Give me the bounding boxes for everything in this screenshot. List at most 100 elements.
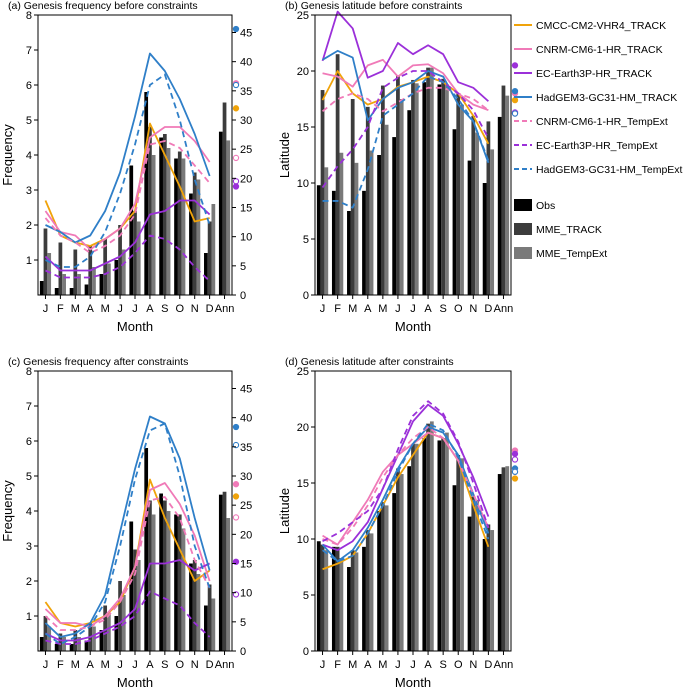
x-tick-label: S xyxy=(439,303,446,315)
bar-mme-track xyxy=(192,172,197,295)
annual-marker xyxy=(232,493,240,500)
series-line-cnrm-cm6-1-hr_track xyxy=(44,482,211,628)
x-tick-label: D xyxy=(484,303,492,315)
bar-mme-tempext xyxy=(121,249,126,295)
annual-marker xyxy=(511,96,519,104)
legend-item-mme_tempext: MME_TempExt xyxy=(514,247,607,260)
series-line-cnrm-cm6-1-hr_tempext xyxy=(322,426,490,546)
bar-mme-tempext xyxy=(490,149,495,295)
series-line-hadgem3-gc31-hm_tempext xyxy=(45,73,211,268)
bar-obs xyxy=(497,474,502,651)
legend-item-hadgem3-gc31-hm_tempext: HadGEM3-GC31-HM_TempExt xyxy=(514,164,683,176)
x-tick-label: M xyxy=(71,659,80,671)
bar-mme-track xyxy=(411,443,415,651)
x-tick-label: N xyxy=(191,659,199,671)
panels: (a) Genesis frequency before constraints… xyxy=(0,0,519,690)
y-tick-label: 25 xyxy=(297,10,309,22)
bar-mme-track xyxy=(471,496,476,651)
bar-mme-track xyxy=(192,560,197,651)
bar-mme-tempext xyxy=(369,533,374,651)
panel-a: (a) Genesis frequency before constraints… xyxy=(0,0,252,334)
legend-item-ec-earth3p-hr_tempext: EC-Earth3P-HR_TempExt xyxy=(514,140,657,152)
y-tick-label: 2 xyxy=(26,576,32,588)
bar-obs xyxy=(422,82,427,295)
y-tick-label: 5 xyxy=(26,471,32,483)
legend-label: Obs xyxy=(536,200,555,212)
y-axis-label: Latitude xyxy=(277,132,292,178)
x-tick-label: A xyxy=(424,659,432,671)
bar-mme-track xyxy=(350,99,355,295)
bar-mme-tempext xyxy=(136,221,141,295)
bar-obs xyxy=(437,440,442,651)
bar-mme-tempext xyxy=(505,95,510,295)
x-tick-label: J xyxy=(410,659,416,671)
bar-obs xyxy=(114,260,119,295)
bar-mme-track xyxy=(162,500,167,651)
bar-obs xyxy=(316,185,321,295)
bar-mme-track xyxy=(118,225,122,295)
bar-obs xyxy=(174,514,178,651)
bar-mme-tempext xyxy=(445,432,449,651)
bar-mme-tempext xyxy=(196,574,201,651)
bar-mme-track xyxy=(148,500,152,651)
x-axis-label: Month xyxy=(395,319,431,334)
bar-mme-track xyxy=(335,54,340,296)
x-tick-label: Ann xyxy=(215,659,235,671)
y2-tick-label: 15 xyxy=(240,559,252,571)
legend: CMCC-CM2-VHR4_TRACK CNRM-CM6-1-HR_TRACK EC… xyxy=(514,20,683,260)
bar-mme-tempext xyxy=(429,421,434,651)
bar-mme-track xyxy=(441,438,446,651)
y-tick-label: 10 xyxy=(297,534,309,546)
bar-obs xyxy=(144,448,149,651)
bar-mme-tempext xyxy=(339,152,344,295)
x-tick-label: J xyxy=(117,659,123,671)
y-tick-label: 5 xyxy=(26,115,32,127)
y2-tick-label: 20 xyxy=(240,529,252,541)
bar-mme-tempext xyxy=(475,132,479,295)
legend-label: EC-Earth3P-HR_TRACK xyxy=(536,68,652,80)
panel-c: (c) Genesis frequency after constraints 1… xyxy=(0,356,252,690)
y-axis-label: Latitude xyxy=(277,488,292,534)
bar-mme-track xyxy=(335,546,340,651)
y2-tick-label: 40 xyxy=(240,57,252,69)
bar-mme-track xyxy=(177,151,182,295)
bar-obs xyxy=(362,190,366,295)
bar-mme-track xyxy=(118,581,122,651)
bar-mme-track xyxy=(133,549,137,651)
bar-obs xyxy=(331,546,336,651)
y2-tick-label: 40 xyxy=(240,413,252,425)
annual-marker xyxy=(511,88,519,95)
y2-tick-label: 10 xyxy=(240,232,252,244)
x-tick-label: N xyxy=(191,303,199,315)
y2-tick-label: 45 xyxy=(240,384,252,396)
bar-mme-tempext xyxy=(107,263,111,295)
y-tick-label: 20 xyxy=(297,422,309,434)
series-line-cnrm-cm6-1-hr_track xyxy=(44,126,211,251)
series-line-cnrm-cm6-1-hr_track xyxy=(322,58,489,112)
x-axis-label: Month xyxy=(395,675,431,690)
bar-mme-tempext xyxy=(47,253,52,295)
y-tick-label: 8 xyxy=(26,10,32,22)
y-tick-label: 7 xyxy=(26,45,32,57)
bar-mme-tempext xyxy=(490,530,495,651)
y2-tick-label: 25 xyxy=(240,500,252,512)
bar-mme-track xyxy=(365,530,370,651)
panel-title: (b) Genesis latitude before constraints xyxy=(285,0,462,12)
bar-mme-track xyxy=(133,211,137,295)
x-tick-label: F xyxy=(57,303,64,315)
x-tick-label: M xyxy=(101,303,110,315)
bar-mme-track xyxy=(148,127,152,295)
legend-label: CNRM-CM6-1-HR_TRACK xyxy=(536,44,663,56)
bar-mme-track xyxy=(103,239,108,295)
bar-obs xyxy=(467,516,472,651)
annual-marker xyxy=(232,105,240,112)
x-tick-label: J xyxy=(410,303,416,315)
bar-mme-tempext xyxy=(399,474,404,651)
bar-mme-tempext xyxy=(92,626,96,651)
bar-mme-track xyxy=(177,514,182,651)
y-tick-label: 4 xyxy=(26,150,32,162)
annual-marker xyxy=(232,183,240,190)
bar-obs xyxy=(159,493,163,651)
legend-swatch xyxy=(514,199,532,211)
annual-marker xyxy=(232,514,240,521)
